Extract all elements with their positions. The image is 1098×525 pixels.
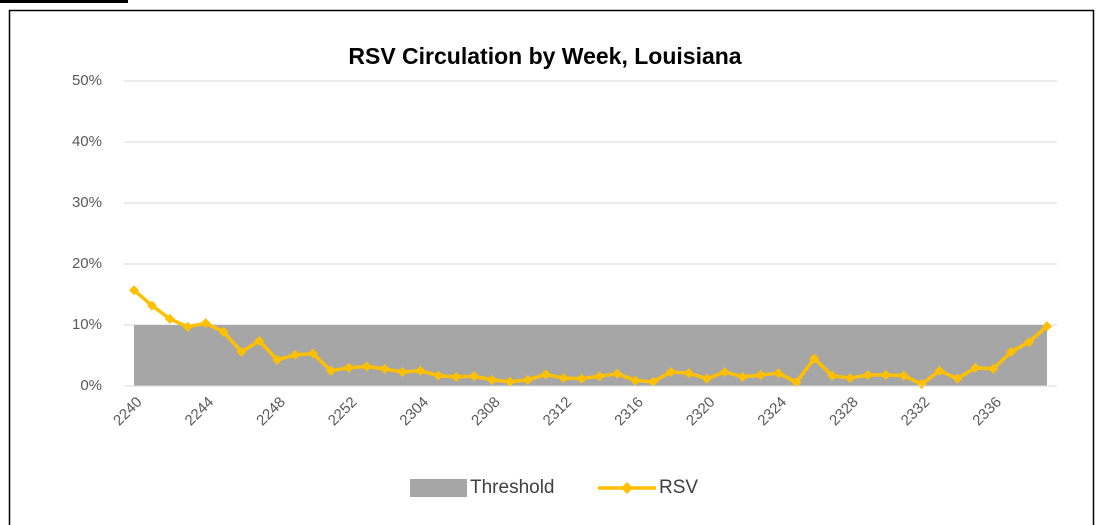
rsv-marker (701, 373, 712, 384)
rsv-marker (862, 370, 873, 381)
y-tick-label: 40% (72, 133, 102, 150)
rsv-marker (1042, 321, 1052, 332)
y-tick-label: 50% (72, 72, 102, 89)
rsv-marker (1024, 337, 1035, 348)
rsv-marker (755, 370, 766, 381)
rsv-marker (1006, 346, 1017, 357)
y-tick-label: 20% (72, 255, 102, 272)
chart-title: RSV Circulation by Week, Louisiana (348, 43, 741, 69)
rsv-marker (630, 375, 641, 386)
rsv-marker (648, 376, 659, 387)
y-tick-label: 30% (72, 194, 102, 211)
rsv-marker (666, 366, 677, 377)
legend-label: RSV (659, 477, 698, 498)
rsv-marker (487, 374, 498, 385)
rsv-marker (469, 371, 480, 382)
rsv-marker (290, 349, 301, 360)
frame (8, 9, 1095, 525)
rsv-marker (308, 348, 319, 359)
rsv-marker (218, 326, 229, 337)
rsv-marker (451, 371, 462, 382)
legend-marker (621, 482, 633, 494)
rsv-marker (129, 285, 139, 296)
rsv-marker (827, 370, 838, 381)
rsv-marker (612, 368, 623, 379)
rsv-marker (773, 368, 784, 379)
rsv-line (132, 288, 1049, 386)
rsv-marker (254, 335, 265, 346)
y-tick-label: 10% (72, 316, 102, 333)
legend-swatch (410, 479, 467, 497)
rsv-marker (236, 346, 247, 357)
rsv-marker (952, 373, 963, 384)
rsv-marker (325, 365, 336, 376)
rsv-marker (522, 374, 533, 385)
rsv-marker (576, 373, 587, 384)
rsv-marker (540, 369, 551, 380)
rsv-marker (988, 363, 999, 374)
rsv-marker (146, 300, 157, 311)
rsv-marker (683, 368, 694, 379)
threshold-area (134, 325, 1047, 386)
rsv-marker (880, 370, 891, 381)
rsv-marker (898, 370, 909, 381)
rsv-marker (934, 365, 945, 376)
rsv-marker (809, 353, 820, 364)
rsv-marker (200, 318, 211, 329)
rsv-marker (558, 373, 569, 384)
rsv-marker (164, 313, 175, 324)
rsv-marker (379, 363, 390, 374)
rsv-marker (397, 366, 408, 377)
rsv-marker (719, 366, 730, 377)
rsv-marker (916, 379, 927, 390)
rsv-marker (970, 362, 981, 373)
rsv-marker (361, 361, 372, 372)
legend-label: Threshold (470, 477, 555, 498)
rsv-marker (504, 376, 515, 387)
rsv-marker (845, 373, 856, 384)
rsv-marker (594, 371, 605, 382)
rsv-marker (343, 362, 354, 373)
rsv-marker (272, 354, 283, 365)
rsv-marker (737, 371, 748, 382)
y-tick-label: 0% (80, 377, 102, 394)
rsv-marker (182, 321, 193, 332)
rsv-marker (415, 365, 426, 376)
rsv-marker (791, 377, 802, 388)
rsv-marker (433, 370, 444, 381)
